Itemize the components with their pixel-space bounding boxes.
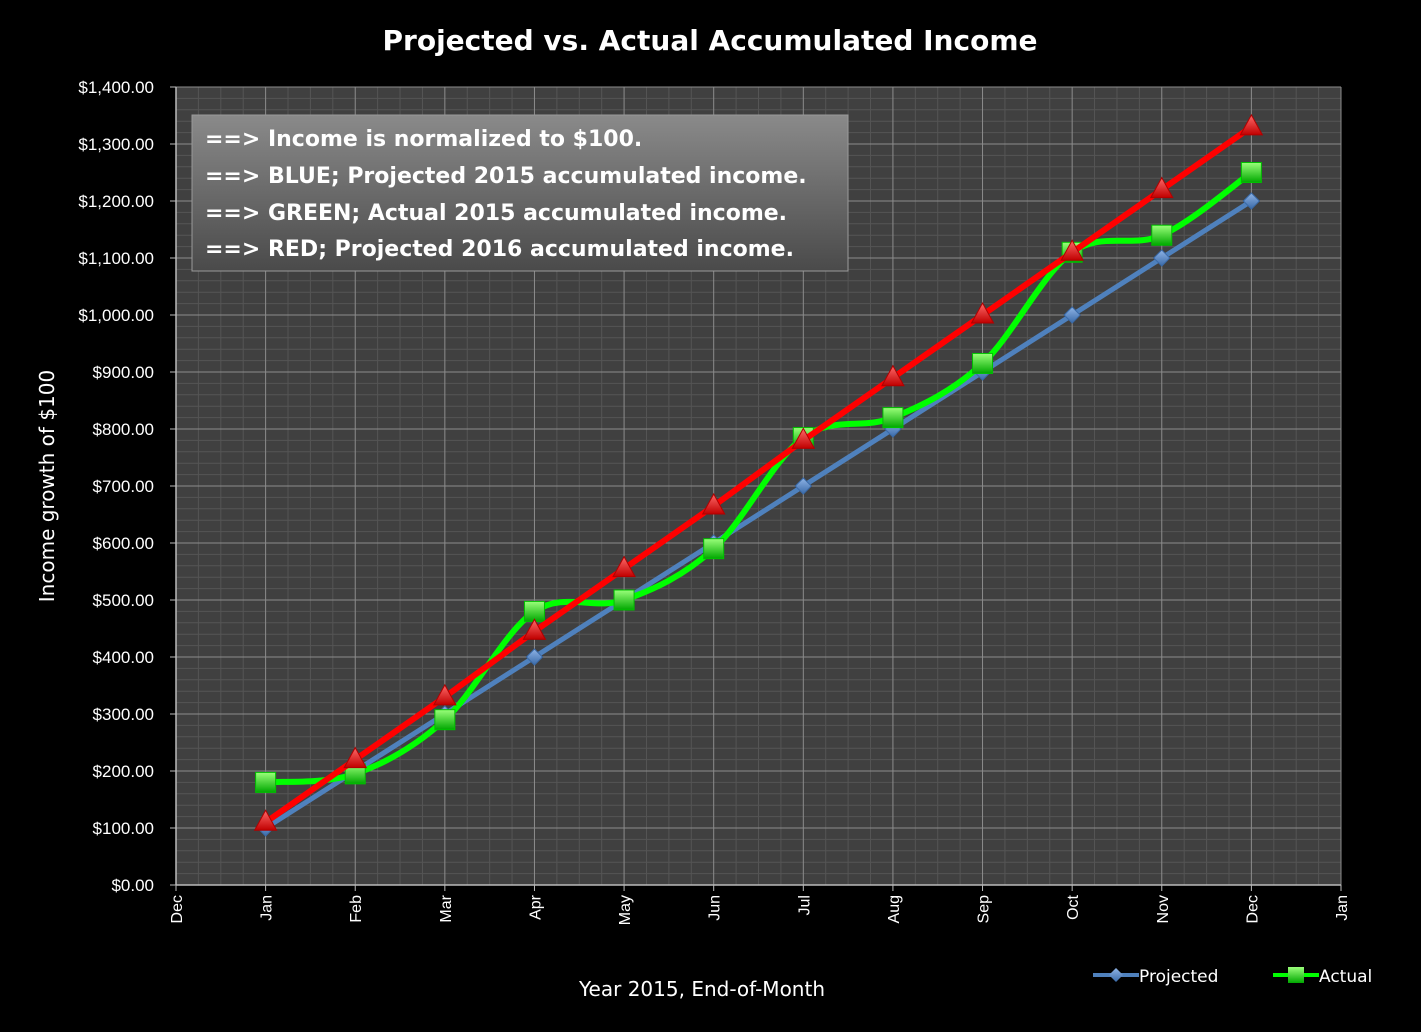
data-point-projected-2016 [343,746,368,769]
x-tick-label: Oct [1065,894,1082,919]
y-tick-label: $300.00 [93,705,154,724]
x-tick-label: Dec [1244,895,1261,923]
data-point-projected [525,648,544,666]
x-tick-label: Jun [707,895,724,921]
square-marker-icon [1288,967,1304,983]
data-point-projected-2016 [970,301,995,324]
x-tick-label: Aug [886,895,903,923]
x-tick-label: Apr [527,894,544,920]
data-point-projected-2016 [791,427,816,449]
x-tick-label: Jul [796,895,813,915]
y-axis-ticks: $0.00 $100.00 $200.00 $300.00 $400.00 $500.00… [78,78,176,895]
data-point-projected [1063,306,1081,324]
data-point-actual [972,352,994,374]
y-tick-label: $200.00 [93,762,154,781]
data-point-projected [1153,249,1171,267]
x-axis-label: Year 2015, End-of-Month [578,977,825,1001]
x-tick-label: Sep [976,895,993,924]
data-point-projected [794,477,813,495]
diamond-marker-icon [1109,968,1123,982]
y-tick-label: $1,000.00 [78,306,154,325]
x-tick-label: Feb [348,895,365,923]
y-tick-label: $600.00 [93,534,154,553]
chart-title: Projected vs. Actual Accumulated Income [383,24,1038,57]
x-tick-label: Jan [1334,895,1351,921]
y-tick-label: $0.00 [111,876,154,895]
x-tick-label: Mar [438,894,455,922]
data-point-projected-2016 [881,364,905,387]
data-point-actual [882,407,904,429]
data-point-actual [255,771,277,793]
y-tick-label: $1,100.00 [78,249,154,268]
y-tick-label: $100.00 [93,819,154,838]
annotation-line-2: ==> BLUE; Projected 2015 accumulated inc… [205,164,807,189]
y-axis-label: Income growth of $100 [35,370,59,602]
x-tick-label: Jan [259,895,276,921]
x-tick-label: May [617,895,634,925]
series-projected-2016 [253,113,1264,831]
series-line-projected [263,198,1254,831]
legend-item-projected: Projected [1093,967,1218,987]
y-tick-label: $500.00 [93,591,154,610]
data-point-projected-2016 [253,809,278,831]
x-axis-ticks: Dec Jan Feb Mar Apr May Jun Jul Aug Sep Oct Nov Dec J… [169,885,1351,925]
annotation-line-3: ==> GREEN; Actual 2015 accumulated incom… [205,201,787,226]
series-layer [253,113,1264,837]
x-tick-label: Dec [169,895,186,923]
y-tick-label: $1,200.00 [78,192,154,211]
data-point-actual [613,589,635,611]
legend-label-projected: Projected [1139,967,1218,987]
y-tick-label: $1,400.00 [78,78,154,97]
series-line-projected-2016 [262,123,1255,826]
data-point-projected [1242,192,1261,210]
data-point-projected-2016 [1060,239,1084,261]
legend-label-actual: Actual [1319,967,1372,987]
y-tick-label: $1,300.00 [78,135,154,154]
data-point-projected-2016 [433,683,457,706]
annotation-line-1: ==> Income is normalized to $100. [205,127,642,152]
annotation-background [191,114,849,272]
y-tick-label: $900.00 [93,363,154,382]
y-tick-label: $700.00 [93,477,154,496]
data-point-projected-2016 [522,618,547,640]
y-tick-label: $800.00 [93,420,154,439]
data-point-projected-2016 [612,555,636,578]
data-point-actual [1151,224,1173,246]
data-point-projected-2016 [1149,176,1174,199]
data-point-projected-2016 [1239,113,1264,136]
data-point-projected-2016 [701,492,726,515]
x-tick-label: Nov [1155,895,1172,923]
data-point-actual [1240,162,1262,183]
legend-item-actual: Actual [1273,967,1372,987]
annotation-box: ==> Income is normalized to $100. ==> BL… [191,114,849,272]
annotation-line-4: ==> RED; Projected 2016 accumulated inco… [205,237,794,262]
y-tick-label: $400.00 [93,648,154,667]
legend: Projected Actual [1093,967,1372,987]
data-point-actual [434,709,456,731]
data-point-actual [703,538,725,560]
